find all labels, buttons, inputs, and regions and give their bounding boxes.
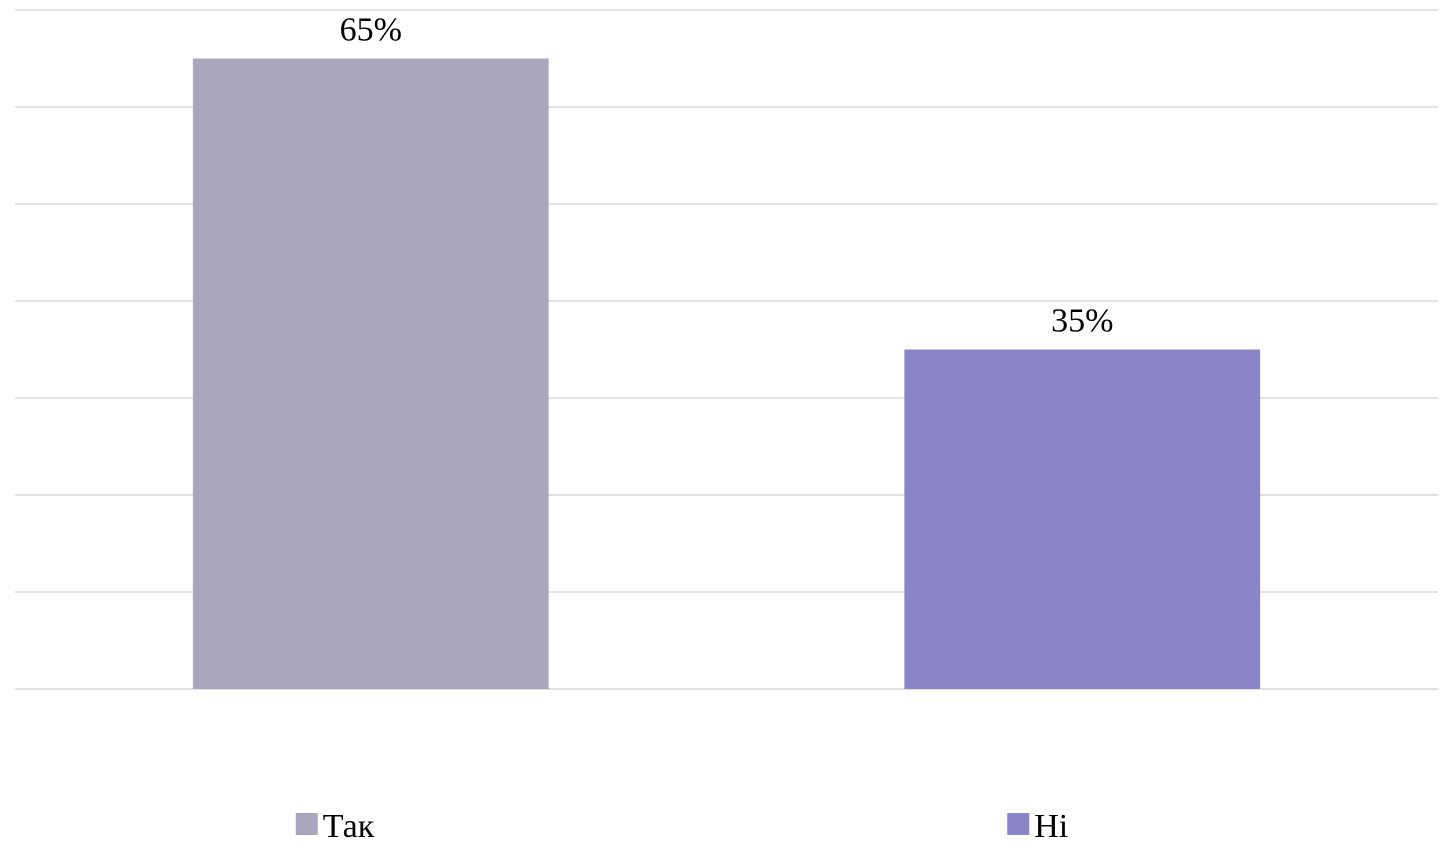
legend-swatch-1: [295, 813, 318, 835]
data-label-1: 65%: [340, 12, 402, 49]
legend-swatch-2: [1007, 813, 1030, 835]
legend: Так Ні: [295, 808, 1068, 845]
bars: [192, 58, 1261, 689]
data-labels: 65% 35%: [340, 12, 1114, 340]
legend-label-1: Так: [323, 808, 375, 845]
bar-2: [904, 349, 1261, 689]
legend-item-2: Ні: [1007, 808, 1068, 845]
legend-label-2: Ні: [1034, 808, 1068, 845]
data-label-2: 35%: [1051, 303, 1113, 340]
bar-1: [192, 58, 549, 689]
legend-item-1: Так: [295, 808, 375, 845]
